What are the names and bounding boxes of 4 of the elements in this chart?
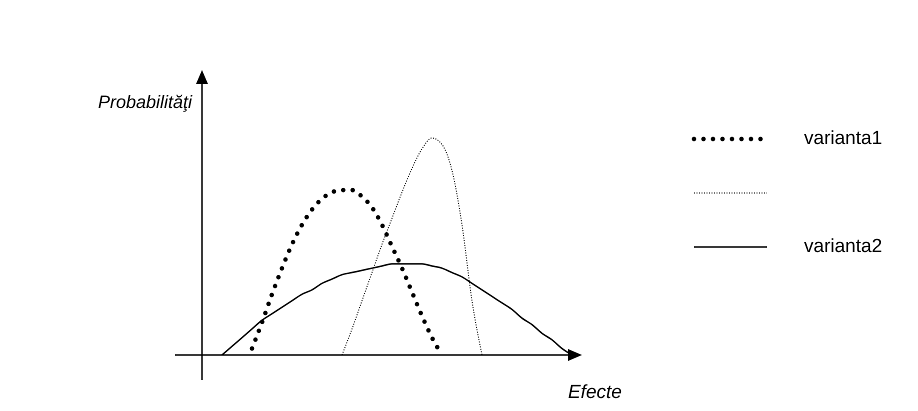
y-axis-title: Probabilităţi (98, 92, 192, 113)
x-axis-title: Efecte (568, 382, 622, 404)
legend-label: varianta2 (804, 236, 882, 258)
legend-label: varianta1 (804, 128, 882, 150)
